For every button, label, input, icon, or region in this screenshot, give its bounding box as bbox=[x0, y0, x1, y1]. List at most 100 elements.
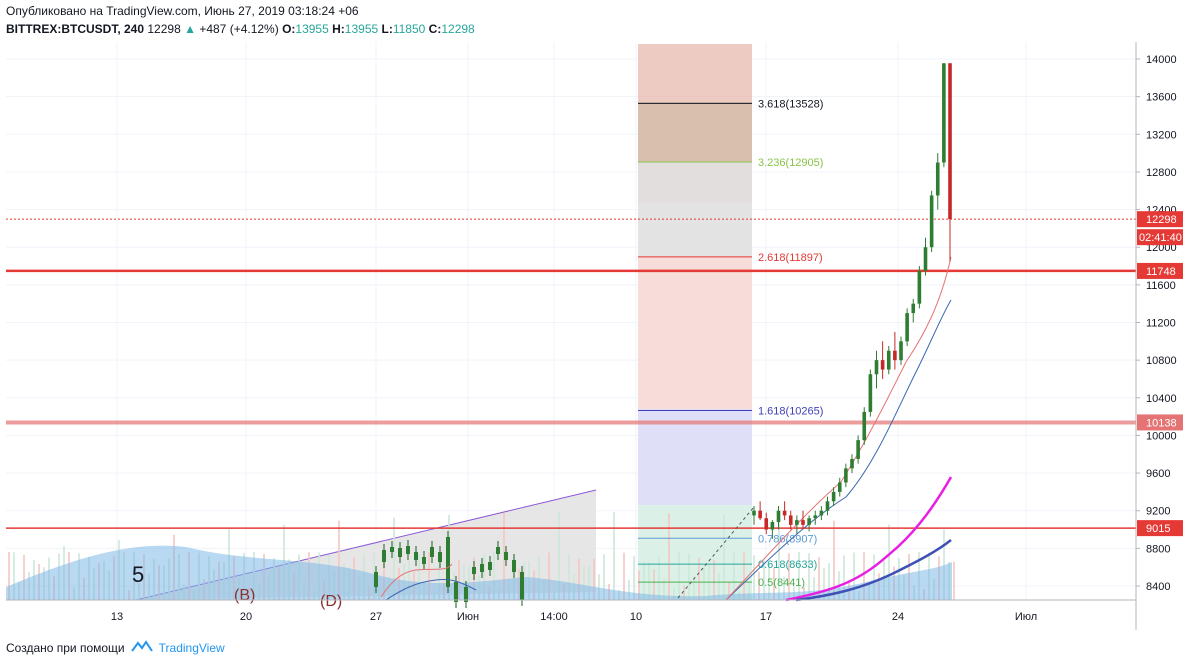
close-label: C: bbox=[428, 22, 442, 36]
volume-bar bbox=[483, 553, 485, 600]
volume-bar bbox=[863, 552, 865, 600]
volume-bar bbox=[663, 578, 665, 600]
volume-bar bbox=[628, 579, 630, 600]
volume-bar bbox=[408, 560, 410, 600]
candle-body bbox=[472, 567, 476, 574]
candle-body bbox=[831, 491, 836, 502]
volume-bar bbox=[763, 560, 765, 600]
volume-bar bbox=[688, 553, 690, 600]
volume-bar bbox=[768, 563, 770, 600]
countdown-text: 02:41:40 bbox=[1139, 232, 1182, 244]
chart-area[interactable]: 3.618(13528) 3.236(12905) 2.618(11897) 1.61… bbox=[6, 42, 1183, 630]
candle-body bbox=[414, 552, 418, 560]
footer-text: Создано при помощи bbox=[6, 640, 125, 655]
ma-magenta-line bbox=[785, 476, 953, 602]
price-tag-bg bbox=[1137, 262, 1183, 279]
price-chart[interactable]: 3.618(13528) 3.236(12905) 2.618(11897) 1.61… bbox=[6, 42, 1183, 630]
volume-bar bbox=[888, 524, 890, 600]
candle-body bbox=[935, 162, 940, 196]
footer: Создано при помощи TradingView bbox=[6, 639, 225, 656]
y-tick-label: 12000 bbox=[1146, 242, 1177, 254]
candle-body bbox=[480, 564, 484, 572]
candle-body bbox=[813, 515, 818, 519]
candle-body bbox=[819, 510, 824, 516]
candle-body bbox=[406, 546, 410, 554]
volume-bar bbox=[613, 512, 615, 600]
fib-label: 3.618(13528) bbox=[758, 98, 823, 110]
close-value: 12298 bbox=[441, 22, 475, 36]
wave-label-5: 5 bbox=[132, 562, 144, 587]
volume-bar bbox=[733, 552, 735, 600]
volume-bar bbox=[428, 552, 430, 600]
candle-body bbox=[862, 411, 867, 441]
ma-thin-red bbox=[725, 256, 952, 601]
footer-brand[interactable]: TradingView bbox=[158, 640, 225, 655]
volume-bar bbox=[698, 557, 700, 600]
candle-body bbox=[764, 518, 769, 530]
last-price: 12298 bbox=[147, 22, 181, 36]
candle-body bbox=[438, 552, 442, 562]
volume-bar bbox=[853, 552, 855, 600]
x-tick-label: Июн bbox=[457, 611, 479, 623]
left-ma-blue bbox=[385, 579, 477, 601]
fib-label: 1.618(10265) bbox=[758, 405, 823, 417]
open-label: O: bbox=[282, 22, 296, 36]
price-change: +487 (+4.12%) bbox=[199, 22, 279, 36]
volume-bar bbox=[458, 559, 460, 600]
low-value: 11850 bbox=[392, 22, 426, 36]
y-tick-label: 9600 bbox=[1146, 468, 1170, 480]
candle-body bbox=[430, 547, 434, 557]
tradingview-logo-icon[interactable] bbox=[130, 639, 153, 656]
candle-body bbox=[454, 582, 458, 602]
wave-label-d: (D) bbox=[320, 593, 342, 610]
wave-label-b: (B) bbox=[234, 587, 255, 604]
fib-levels: 3.618(13528) 3.236(12905) 2.618(11897) 1.61… bbox=[638, 98, 823, 589]
candle-body bbox=[752, 510, 756, 516]
open-value: 13955 bbox=[295, 22, 329, 36]
volume-bar bbox=[743, 552, 745, 600]
volume-area bbox=[6, 545, 952, 600]
high-label: H: bbox=[332, 22, 345, 36]
volume-bar bbox=[833, 520, 835, 600]
volume-bar bbox=[828, 563, 830, 600]
x-tick-label: 20 bbox=[240, 611, 252, 623]
volume-bar bbox=[703, 566, 705, 600]
volume-bar bbox=[623, 552, 625, 600]
volume-bar bbox=[638, 570, 640, 600]
time-axis[interactable]: 13 20 27 Июн 14:00 10 17 24 Июл bbox=[111, 611, 1037, 623]
ma-thin-blue bbox=[725, 299, 952, 601]
candle-body bbox=[880, 360, 885, 370]
volume-bar bbox=[873, 554, 875, 600]
y-tick-label: 10000 bbox=[1146, 430, 1177, 442]
volume-bar bbox=[658, 556, 660, 600]
volume-bar bbox=[758, 571, 760, 600]
y-tick-label: 9200 bbox=[1146, 506, 1170, 518]
y-tick-label: 14000 bbox=[1146, 54, 1177, 66]
candle-body bbox=[917, 270, 922, 304]
fib-label: 0.5(8441) bbox=[758, 577, 805, 589]
x-tick-label: Июл bbox=[1015, 611, 1037, 623]
candle-body bbox=[899, 341, 903, 361]
volume-bar bbox=[583, 565, 585, 600]
volume-bar bbox=[718, 572, 720, 600]
volume-bar bbox=[713, 559, 715, 600]
fib-zone-pink bbox=[638, 257, 752, 409]
volume-bar bbox=[23, 554, 25, 600]
volume-bar bbox=[798, 552, 800, 600]
fib-label: 0.618(8633) bbox=[758, 559, 817, 571]
fib-label: 0.786(8907) bbox=[758, 533, 817, 545]
price-axis[interactable]: 8400 8800 9200 9600 10000 10400 10800 11200 1160… bbox=[1136, 54, 1177, 593]
ma-blue-line bbox=[795, 539, 952, 602]
price-tag-bg bbox=[1137, 414, 1183, 431]
y-tick-label: 12800 bbox=[1146, 167, 1177, 179]
volume-bar bbox=[338, 520, 340, 600]
candle-body bbox=[776, 510, 781, 523]
volume-bar bbox=[788, 553, 790, 600]
x-tick-label: 14:00 bbox=[540, 611, 568, 623]
fib-label: 2.618(11897) bbox=[758, 252, 823, 264]
volume-bar bbox=[673, 588, 675, 600]
candle-body bbox=[770, 522, 775, 530]
volume-bar bbox=[843, 555, 845, 600]
price-tag-bg bbox=[1137, 211, 1183, 228]
symbol-label[interactable]: BITTREX:BTCUSDT, 240 bbox=[6, 22, 145, 36]
